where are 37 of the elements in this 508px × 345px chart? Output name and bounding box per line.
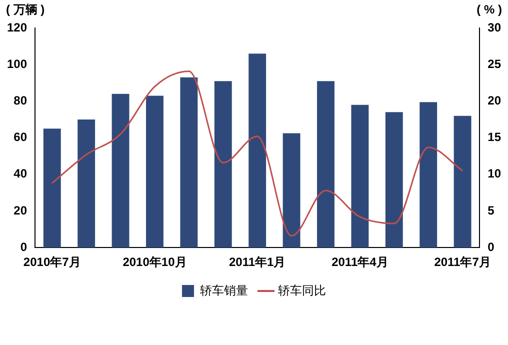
y-tick-label: 60 xyxy=(14,130,28,144)
bar xyxy=(351,104,369,248)
bar xyxy=(214,81,232,248)
y2-tick-label: 25 xyxy=(488,56,502,71)
bar xyxy=(317,81,334,248)
y2-tick-label: 30 xyxy=(488,20,502,34)
bar xyxy=(43,128,61,248)
y-tick-label: 40 xyxy=(14,166,28,181)
y2-tick-label: 0 xyxy=(488,240,495,254)
legend-label: 轿车同比 xyxy=(278,283,326,298)
x-tick-label: 2011年7月 xyxy=(434,255,491,270)
bar xyxy=(112,94,130,248)
y2-axis-title: ( % ) xyxy=(476,2,502,16)
y-tick-label: 120 xyxy=(6,20,28,34)
bar xyxy=(454,116,472,248)
y2-tick-label: 15 xyxy=(488,130,502,144)
y-tick-label: 100 xyxy=(6,56,28,71)
y-tick-label: 20 xyxy=(14,203,28,218)
y-tick-label: 0 xyxy=(20,240,28,254)
y-axis-title: ( 万辆 ) xyxy=(6,2,45,16)
bar xyxy=(248,54,266,248)
bar xyxy=(385,112,403,248)
bar xyxy=(420,102,438,248)
y2-tick-label: 5 xyxy=(488,203,495,218)
x-tick-label: 2011年4月 xyxy=(332,255,388,270)
x-tick-label: 2010年7月 xyxy=(23,255,81,270)
y-tick-label: 80 xyxy=(14,94,28,108)
bar xyxy=(78,120,96,248)
bar xyxy=(180,77,198,248)
y2-tick-label: 10 xyxy=(488,166,502,181)
bar xyxy=(146,96,164,248)
x-tick-label: 2011年1月 xyxy=(228,255,286,270)
x-tick-label: 2010年10月 xyxy=(122,255,187,270)
legend-label: 轿车销量 xyxy=(200,283,248,298)
line-series xyxy=(51,70,464,237)
y2-tick-label: 20 xyxy=(488,94,502,108)
bar xyxy=(282,133,300,248)
